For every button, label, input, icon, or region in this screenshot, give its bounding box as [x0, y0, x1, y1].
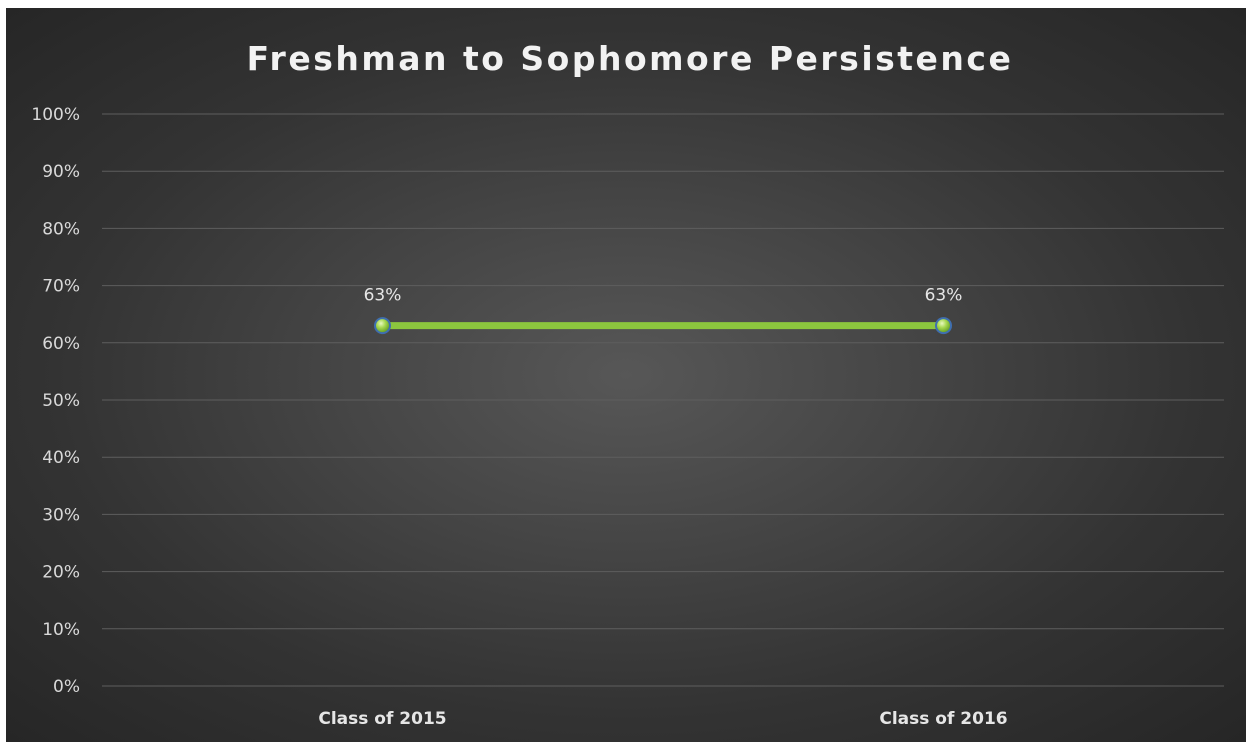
- y-tick-label: 70%: [42, 277, 80, 297]
- y-tick-label: 10%: [42, 620, 80, 640]
- x-tick-label: Class of 2015: [318, 709, 446, 729]
- y-tick-label: 0%: [53, 677, 80, 697]
- gridlines: [102, 113, 1224, 687]
- data-point-marker: [935, 317, 952, 335]
- data-labels: 63% 63%: [364, 286, 963, 306]
- y-tick-label: 100%: [31, 105, 80, 125]
- y-tick-label: 20%: [42, 563, 80, 583]
- data-point-marker: [374, 317, 391, 335]
- data-label: 63%: [364, 286, 402, 306]
- y-tick-label: 60%: [42, 334, 80, 354]
- chart-canvas: Freshman to Sophomore Persistence 0% 10% 2…: [31, 39, 1224, 729]
- series-markers: [374, 317, 952, 335]
- y-tick-label: 80%: [42, 219, 80, 239]
- x-tick-label: Class of 2016: [879, 709, 1007, 729]
- y-tick-label: 40%: [42, 448, 80, 468]
- y-tick-label: 90%: [42, 162, 80, 182]
- chart-frame: Freshman to Sophomore Persistence 0% 10% 2…: [6, 8, 1246, 742]
- x-axis-tick-labels: Class of 2015 Class of 2016: [318, 709, 1007, 729]
- y-tick-label: 30%: [42, 505, 80, 525]
- chart-title: Freshman to Sophomore Persistence: [247, 39, 1014, 78]
- y-tick-label: 50%: [42, 391, 80, 411]
- y-axis-tick-labels: 0% 10% 20% 30% 40% 50% 60% 70% 80% 90% 100%: [31, 105, 80, 697]
- data-label: 63%: [925, 286, 963, 306]
